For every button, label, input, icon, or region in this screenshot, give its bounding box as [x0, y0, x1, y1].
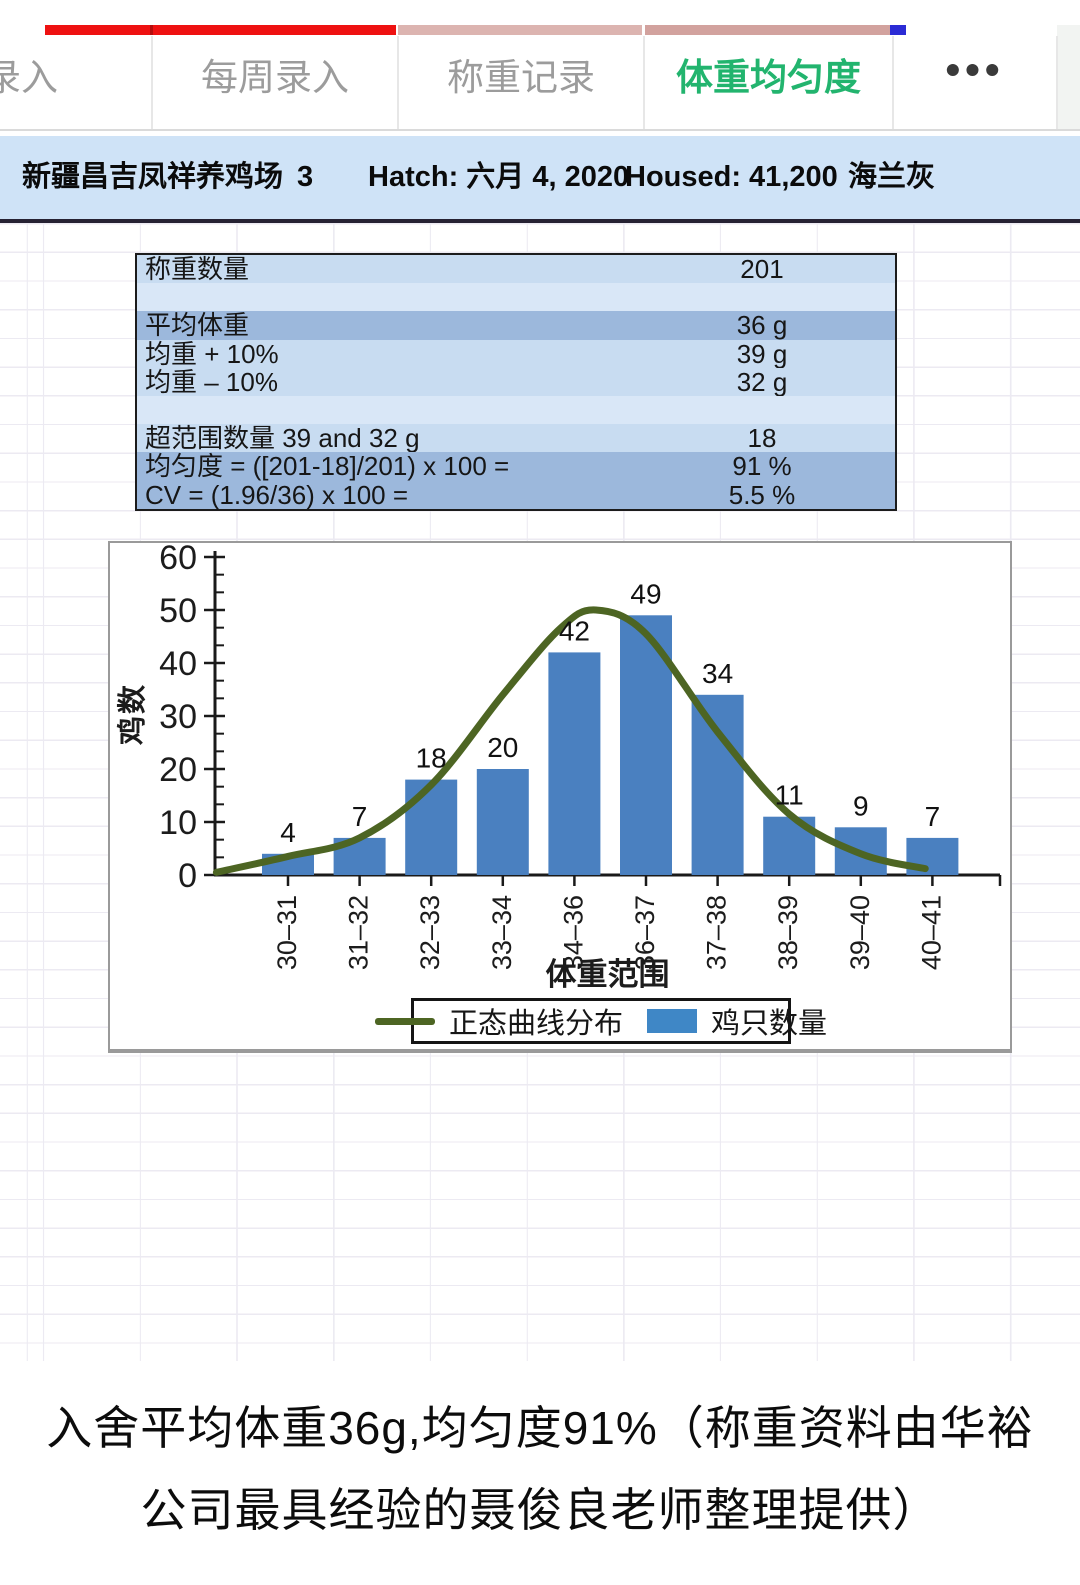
x-tick-label: 40–41	[916, 895, 946, 970]
row-label: CV = (1.96/36) x 100 =	[145, 479, 409, 510]
chart-legend: 正态曲线分布 鸡只数量	[374, 998, 827, 1044]
caption-line-1: 入舍平均体重36g,均匀度91%（称重资料由华裕	[46, 1402, 1034, 1454]
bar	[548, 652, 601, 875]
bar-value-label: 11	[775, 780, 804, 811]
table-row[interactable]: 均重 + 10% 39 g	[137, 338, 895, 369]
row-value: 91 %	[732, 451, 792, 482]
x-tick-label: 33–34	[487, 895, 517, 970]
tab-item-weekly-entry[interactable]: 每周录入	[201, 57, 349, 98]
x-tick-label: 30–31	[272, 895, 302, 970]
table-row[interactable]	[137, 395, 895, 425]
tab-separator	[151, 36, 153, 129]
chart-canvas: 0 10 20 30 40 50 60 30–31 31–32 32–33 33–34 34–36 36…	[159, 539, 1002, 992]
x-tick-label: 37–38	[702, 895, 732, 970]
normal-curve	[212, 606, 929, 876]
bar	[691, 694, 744, 875]
table-row[interactable]	[137, 283, 895, 312]
bar	[405, 779, 458, 875]
tabbar-bottom-border	[0, 129, 1080, 131]
row-label: 平均体重	[145, 310, 250, 341]
y-tick-label: 30	[159, 698, 197, 736]
hatch-date-cell[interactable]: Hatch: 六月 4, 2020	[368, 161, 630, 193]
legend-line-swatch	[374, 1017, 435, 1025]
tab-strip-rose	[645, 25, 890, 35]
tab-separator	[892, 36, 894, 129]
row-label: 均重 + 10%	[145, 338, 279, 369]
y-axis-title: 鸡数	[117, 683, 149, 746]
tab-strip-blue-marker	[890, 25, 906, 35]
table-row[interactable]: 平均体重 36 g	[137, 310, 895, 341]
tab-separator	[643, 36, 645, 129]
tab-item-weight-uniformity[interactable]: 体重均匀度	[676, 57, 861, 98]
row-label: 超范围数量 39 and 32 g	[145, 423, 420, 454]
row-value: 5.5 %	[728, 479, 796, 510]
farm-name-cell[interactable]: 新疆昌吉凤祥养鸡场	[22, 161, 284, 193]
breed-cell[interactable]: 海兰灰	[848, 161, 936, 193]
tab-separator	[1056, 36, 1058, 129]
legend-bar-label: 鸡只数量	[711, 1008, 828, 1040]
row-label: 均匀度 = ([201-18]/201) x 100 =	[145, 451, 510, 482]
tabbar-right-filler	[1057, 25, 1080, 129]
y-tick-label: 40	[159, 645, 197, 683]
uniformity-summary-table: 称重数量 201 平均体重 36 g 均重 + 10% 39 g 均重 – 10…	[135, 253, 897, 511]
x-tick-label: 34–36	[558, 895, 588, 970]
bar-value-label: 7	[352, 801, 368, 832]
table-row[interactable]: 超范围数量 39 and 32 g 18	[137, 424, 895, 452]
legend-bar-swatch	[647, 1009, 697, 1033]
bar-value-label: 7	[925, 801, 941, 832]
legend-line-label: 正态曲线分布	[448, 1008, 623, 1040]
tab-separator	[397, 36, 399, 129]
row-label: 称重数量	[145, 254, 250, 284]
tab-strip-red-divider	[150, 25, 153, 35]
bar-value-label: 42	[559, 615, 590, 646]
y-tick-label: 10	[159, 804, 197, 842]
x-tick-label: 32–33	[415, 895, 445, 970]
y-tick-label: 20	[159, 751, 197, 789]
x-tick-label: 38–39	[773, 895, 803, 970]
row-value: 36 g	[736, 310, 788, 341]
caption-line-2: 公司最具经验的聂俊良老师整理提供）	[140, 1484, 940, 1536]
housed-count-cell[interactable]: Housed: 41,200	[625, 161, 838, 193]
table-row[interactable]: 均匀度 = ([201-18]/201) x 100 = 91 %	[137, 451, 895, 482]
row-value: 39 g	[736, 338, 788, 369]
flock-number-cell[interactable]: 3	[297, 161, 314, 193]
x-tick-label: 39–40	[845, 895, 875, 970]
x-axis-title: 体重范围	[546, 957, 670, 992]
table-row[interactable]: 均重 – 10% 32 g	[137, 368, 895, 396]
flock-header-band: 新疆昌吉凤祥养鸡场 3 Hatch: 六月 4, 2020 Housed: 41…	[0, 136, 1080, 223]
row-value: 201	[740, 254, 784, 284]
tab-strip-red	[45, 25, 396, 35]
bar-value-label: 4	[280, 817, 296, 848]
more-tabs-button[interactable]: •••	[945, 46, 1005, 93]
table-row[interactable]: CV = (1.96/36) x 100 = 5.5 %	[137, 479, 895, 510]
row-value: 18	[747, 423, 777, 454]
tab-item-luru[interactable]: 录入	[0, 57, 58, 98]
table-row[interactable]: 称重数量 201	[137, 255, 895, 283]
y-tick-label: 60	[159, 543, 197, 577]
x-tick-label: 31–32	[344, 895, 374, 970]
tab-item-weighing-records[interactable]: 称重记录	[447, 57, 595, 98]
y-tick-label: 50	[159, 592, 197, 630]
bar	[476, 769, 529, 875]
bar-value-label: 20	[487, 732, 518, 763]
row-value: 32 g	[736, 366, 788, 397]
uniformity-chart[interactable]: 鸡数 0 10 20 30 40 50 60 30–31 31–32 32–33 33–34 34–3…	[108, 539, 1012, 1053]
bar-value-label: 18	[416, 743, 447, 774]
y-tick-label: 0	[178, 857, 197, 895]
bar-value-label: 9	[853, 790, 869, 821]
bar-value-label: 34	[702, 658, 733, 689]
row-label: 均重 – 10%	[145, 366, 278, 397]
bar-value-label: 49	[630, 578, 661, 609]
x-tick-label: 36–37	[630, 895, 660, 970]
tab-strip-pink	[398, 25, 642, 35]
